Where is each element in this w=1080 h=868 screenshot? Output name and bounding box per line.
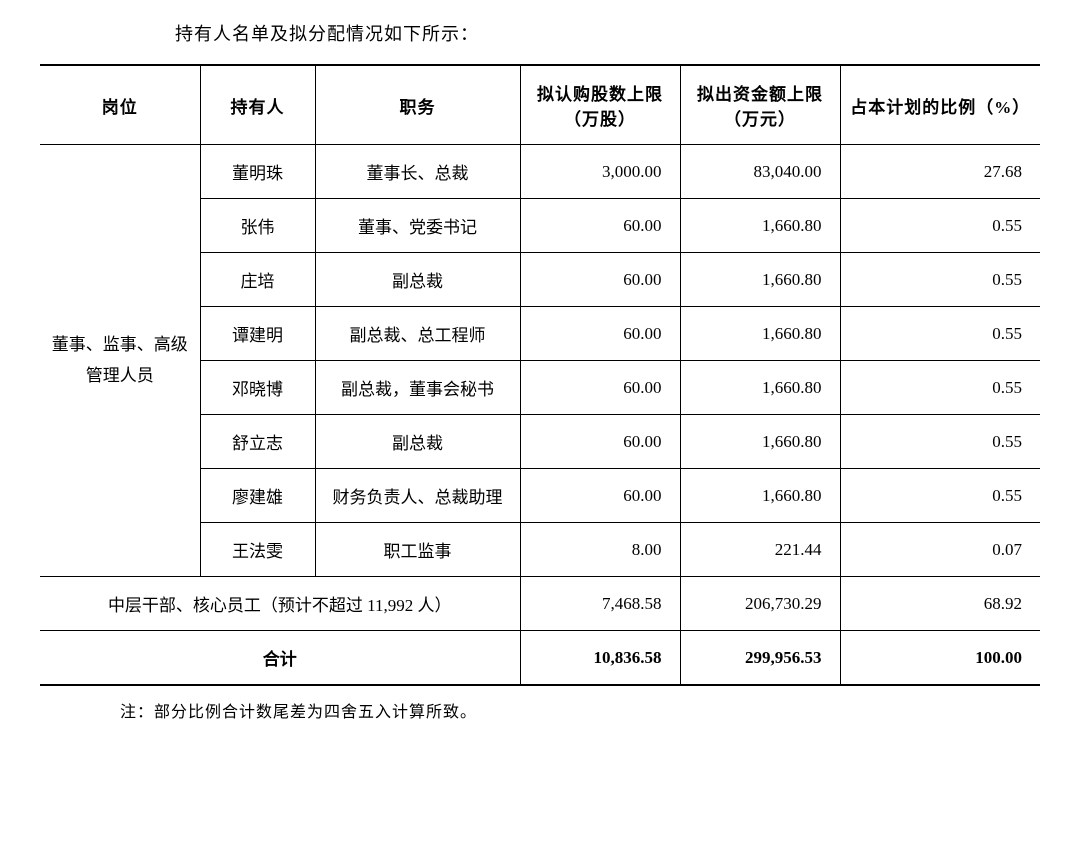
intro-text: 持有人名单及拟分配情况如下所示： <box>175 20 1040 46</box>
amount-cell: 1,660.80 <box>680 469 840 523</box>
midtier-label: 中层干部、核心员工（预计不超过 11,992 人） <box>40 577 520 631</box>
percent-cell: 0.55 <box>840 307 1040 361</box>
table-body: 董事、监事、高级管理人员 董明珠 董事长、总裁 3,000.00 83,040.… <box>40 145 1040 686</box>
shares-cell: 60.00 <box>520 307 680 361</box>
percent-cell: 27.68 <box>840 145 1040 199</box>
header-holder: 持有人 <box>200 65 315 145</box>
percent-cell: 0.55 <box>840 253 1040 307</box>
total-percent: 100.00 <box>840 631 1040 686</box>
amount-cell: 1,660.80 <box>680 361 840 415</box>
title-cell: 副总裁 <box>315 253 520 307</box>
percent-cell: 0.55 <box>840 361 1040 415</box>
header-percent: 占本计划的比例（%） <box>840 65 1040 145</box>
header-shares: 拟认购股数上限（万股） <box>520 65 680 145</box>
shares-cell: 8.00 <box>520 523 680 577</box>
total-shares: 10,836.58 <box>520 631 680 686</box>
header-position: 岗位 <box>40 65 200 145</box>
holder-cell: 舒立志 <box>200 415 315 469</box>
midtier-shares: 7,468.58 <box>520 577 680 631</box>
amount-cell: 1,660.80 <box>680 415 840 469</box>
title-cell: 副总裁、总工程师 <box>315 307 520 361</box>
title-cell: 副总裁，董事会秘书 <box>315 361 520 415</box>
table-header-row: 岗位 持有人 职务 拟认购股数上限（万股） 拟出资金额上限（万元） 占本计划的比… <box>40 65 1040 145</box>
footnote-text: 注：部分比例合计数尾差为四舍五入计算所致。 <box>120 698 1040 722</box>
midtier-amount: 206,730.29 <box>680 577 840 631</box>
percent-cell: 0.55 <box>840 199 1040 253</box>
shares-cell: 60.00 <box>520 469 680 523</box>
percent-cell: 0.55 <box>840 415 1040 469</box>
title-cell: 董事、党委书记 <box>315 199 520 253</box>
midtier-percent: 68.92 <box>840 577 1040 631</box>
shares-cell: 60.00 <box>520 199 680 253</box>
amount-cell: 83,040.00 <box>680 145 840 199</box>
holder-cell: 邓晓博 <box>200 361 315 415</box>
midtier-row: 中层干部、核心员工（预计不超过 11,992 人） 7,468.58 206,7… <box>40 577 1040 631</box>
holder-cell: 廖建雄 <box>200 469 315 523</box>
holder-cell: 董明珠 <box>200 145 315 199</box>
title-cell: 职工监事 <box>315 523 520 577</box>
total-amount: 299,956.53 <box>680 631 840 686</box>
total-row: 合计 10,836.58 299,956.53 100.00 <box>40 631 1040 686</box>
amount-cell: 221.44 <box>680 523 840 577</box>
shares-cell: 60.00 <box>520 253 680 307</box>
percent-cell: 0.55 <box>840 469 1040 523</box>
header-title: 职务 <box>315 65 520 145</box>
holder-cell: 庄培 <box>200 253 315 307</box>
group-label-cell: 董事、监事、高级管理人员 <box>40 145 200 577</box>
shares-cell: 3,000.00 <box>520 145 680 199</box>
amount-cell: 1,660.80 <box>680 307 840 361</box>
amount-cell: 1,660.80 <box>680 253 840 307</box>
shares-cell: 60.00 <box>520 415 680 469</box>
total-label: 合计 <box>40 631 520 686</box>
amount-cell: 1,660.80 <box>680 199 840 253</box>
holder-cell: 王法雯 <box>200 523 315 577</box>
header-amount: 拟出资金额上限（万元） <box>680 65 840 145</box>
shares-cell: 60.00 <box>520 361 680 415</box>
holder-cell: 张伟 <box>200 199 315 253</box>
allocation-table: 岗位 持有人 职务 拟认购股数上限（万股） 拟出资金额上限（万元） 占本计划的比… <box>40 64 1040 686</box>
title-cell: 财务负责人、总裁助理 <box>315 469 520 523</box>
title-cell: 副总裁 <box>315 415 520 469</box>
holder-cell: 谭建明 <box>200 307 315 361</box>
table-row: 董事、监事、高级管理人员 董明珠 董事长、总裁 3,000.00 83,040.… <box>40 145 1040 199</box>
title-cell: 董事长、总裁 <box>315 145 520 199</box>
percent-cell: 0.07 <box>840 523 1040 577</box>
